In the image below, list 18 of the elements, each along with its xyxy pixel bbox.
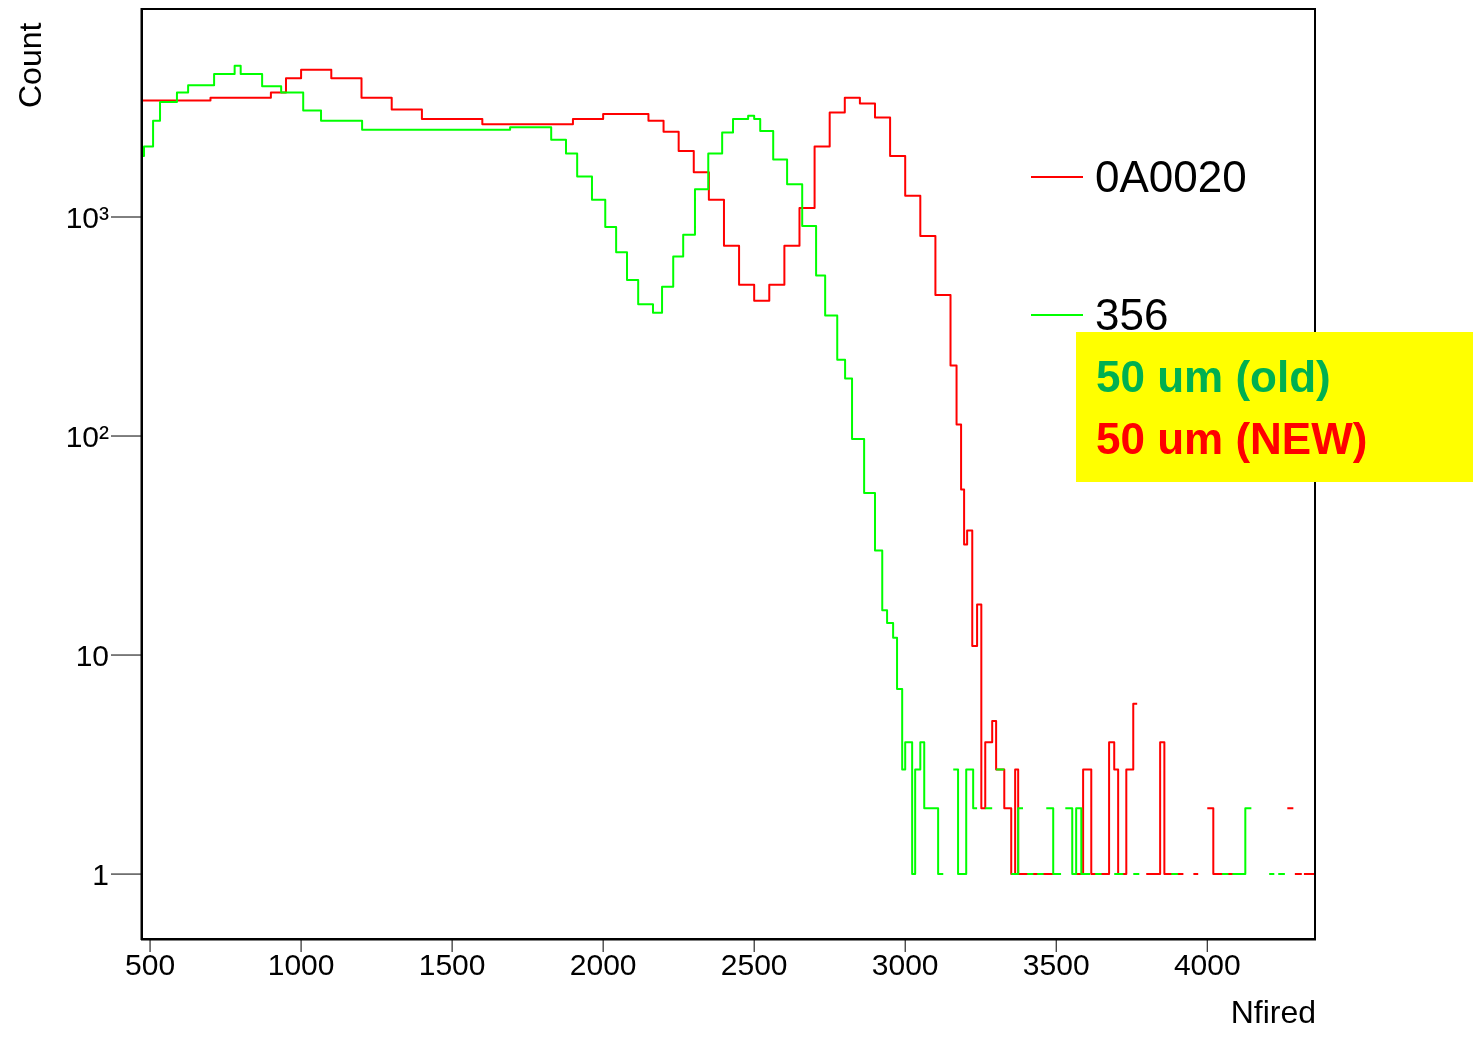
- legend-label: 0A0020: [1095, 152, 1247, 202]
- x-axis-title: Nfired: [1230, 994, 1316, 1031]
- annotation: 50 um (NEW): [1096, 413, 1369, 465]
- x-tick-label: 3500: [1022, 948, 1090, 982]
- x-tick-label: 1500: [418, 948, 486, 982]
- x-tick-label: 1000: [267, 948, 335, 982]
- x-tick-label: 2500: [720, 948, 788, 982]
- legend-label: 356: [1095, 290, 1169, 340]
- y-tick-label: 10: [75, 638, 109, 672]
- x-tick-label: 2000: [569, 948, 637, 982]
- y-tick-label: 10²: [65, 419, 110, 453]
- x-tick-label: 3000: [871, 948, 939, 982]
- y-tick-label: 1: [92, 857, 109, 891]
- x-tick-label: 500: [125, 948, 176, 982]
- y-tick-label: 10³: [65, 200, 110, 234]
- y-axis-title: Count: [12, 22, 49, 108]
- x-tick-label: 4000: [1173, 948, 1241, 982]
- annotation: 50 um (old): [1096, 351, 1332, 403]
